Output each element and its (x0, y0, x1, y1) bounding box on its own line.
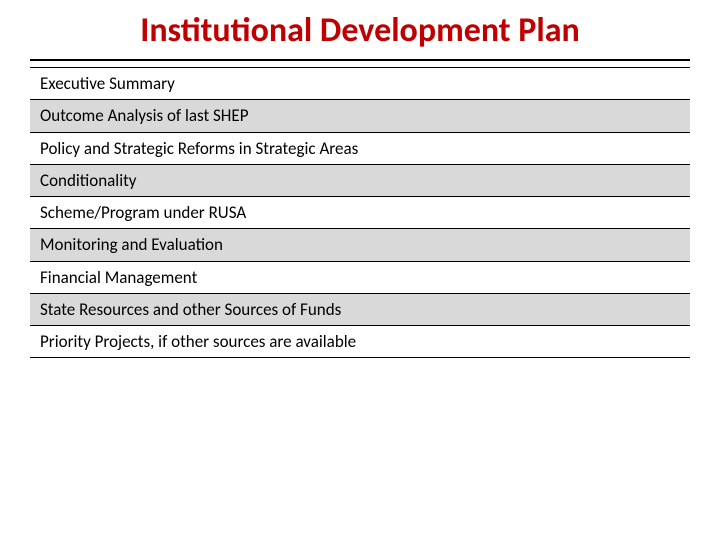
table-row: Priority Projects, if other sources are … (30, 326, 690, 358)
row-label: Policy and Strategic Reforms in Strategi… (40, 138, 358, 159)
content-table: Executive Summary Outcome Analysis of las… (30, 67, 690, 358)
table-row: Executive Summary (30, 67, 690, 100)
page-title: Institutional Development Plan (0, 0, 720, 59)
table-row: State Resources and other Sources of Fun… (30, 294, 690, 326)
row-label: State Resources and other Sources of Fun… (40, 299, 341, 320)
row-label: Outcome Analysis of last SHEP (40, 105, 248, 126)
slide: Institutional Development Plan Executive… (0, 0, 720, 540)
table-row: Financial Management (30, 262, 690, 294)
table-row: Scheme/Program under RUSA (30, 197, 690, 229)
row-label: Conditionality (40, 170, 137, 191)
title-underline (30, 59, 690, 61)
row-label: Executive Summary (40, 73, 175, 94)
table-row: Monitoring and Evaluation (30, 229, 690, 261)
row-label: Financial Management (40, 267, 197, 288)
row-label: Priority Projects, if other sources are … (40, 331, 356, 352)
table-row: Policy and Strategic Reforms in Strategi… (30, 133, 690, 165)
row-label: Monitoring and Evaluation (40, 234, 223, 255)
row-label: Scheme/Program under RUSA (40, 202, 246, 223)
table-row: Outcome Analysis of last SHEP (30, 100, 690, 132)
table-row: Conditionality (30, 165, 690, 197)
